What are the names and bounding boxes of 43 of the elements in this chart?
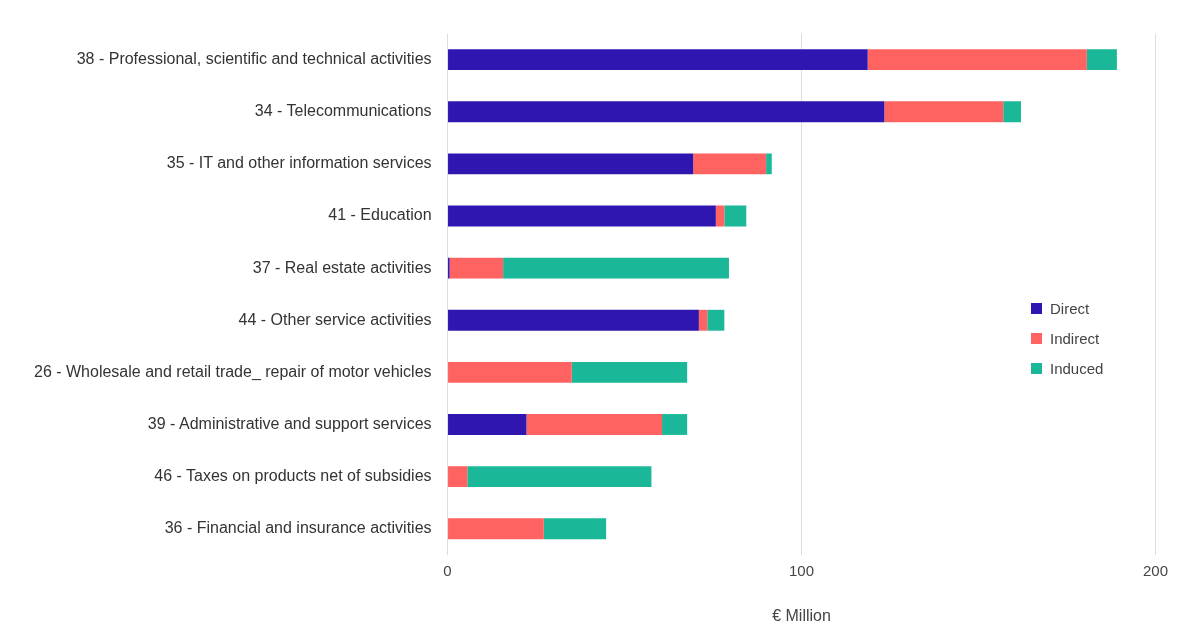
x-tick-label: 100 [788,561,815,579]
bar [448,49,868,71]
bar [571,361,688,383]
y-tick-label: 36 - Financial and insurance activities [164,519,432,537]
bar [707,309,725,331]
x-axis-title: € Million [772,606,831,624]
y-tick-label: 41 - Education [328,206,432,224]
bar [448,361,572,383]
x-tick-label: 0 [443,561,452,579]
y-tick-label: 38 - Professional, scientific and technical activities [76,50,432,68]
legend-label: Induced [1050,359,1104,377]
bar [1086,49,1117,71]
bar [715,205,725,227]
bar [693,153,767,175]
bar [1003,101,1021,123]
y-tick-label: 39 - Administrative and support services [147,414,432,432]
bar [448,205,716,227]
x-tick-label: 200 [1142,561,1168,579]
y-tick-label: 35 - IT and other information services [166,154,432,172]
y-tick-label: 44 - Other service activities [238,310,432,328]
bar [449,257,504,279]
bar [884,101,1004,123]
bar [724,205,747,227]
bar [448,153,694,175]
legend-label: Indirect [1050,329,1100,347]
legend-label: Direct [1050,299,1090,317]
y-tick-label: 34 - Telecommunications [254,102,432,120]
y-tick-label: 46 - Taxes on products net of subsidies [154,467,432,485]
bar [698,309,708,331]
y-tick-label: 26 - Wholesale and retail trade_ repair of motor vehicles [34,362,432,381]
bar [448,101,885,123]
bar [448,309,699,331]
bar [503,257,729,279]
bar [766,153,772,175]
bar [867,49,1087,71]
bar [662,414,688,435]
bar [526,414,663,435]
bar [448,414,527,435]
bar [543,518,607,540]
bar [467,466,652,488]
bar [448,518,544,540]
y-tick-label: 37 - Real estate activities [252,258,432,276]
bar [448,466,468,488]
